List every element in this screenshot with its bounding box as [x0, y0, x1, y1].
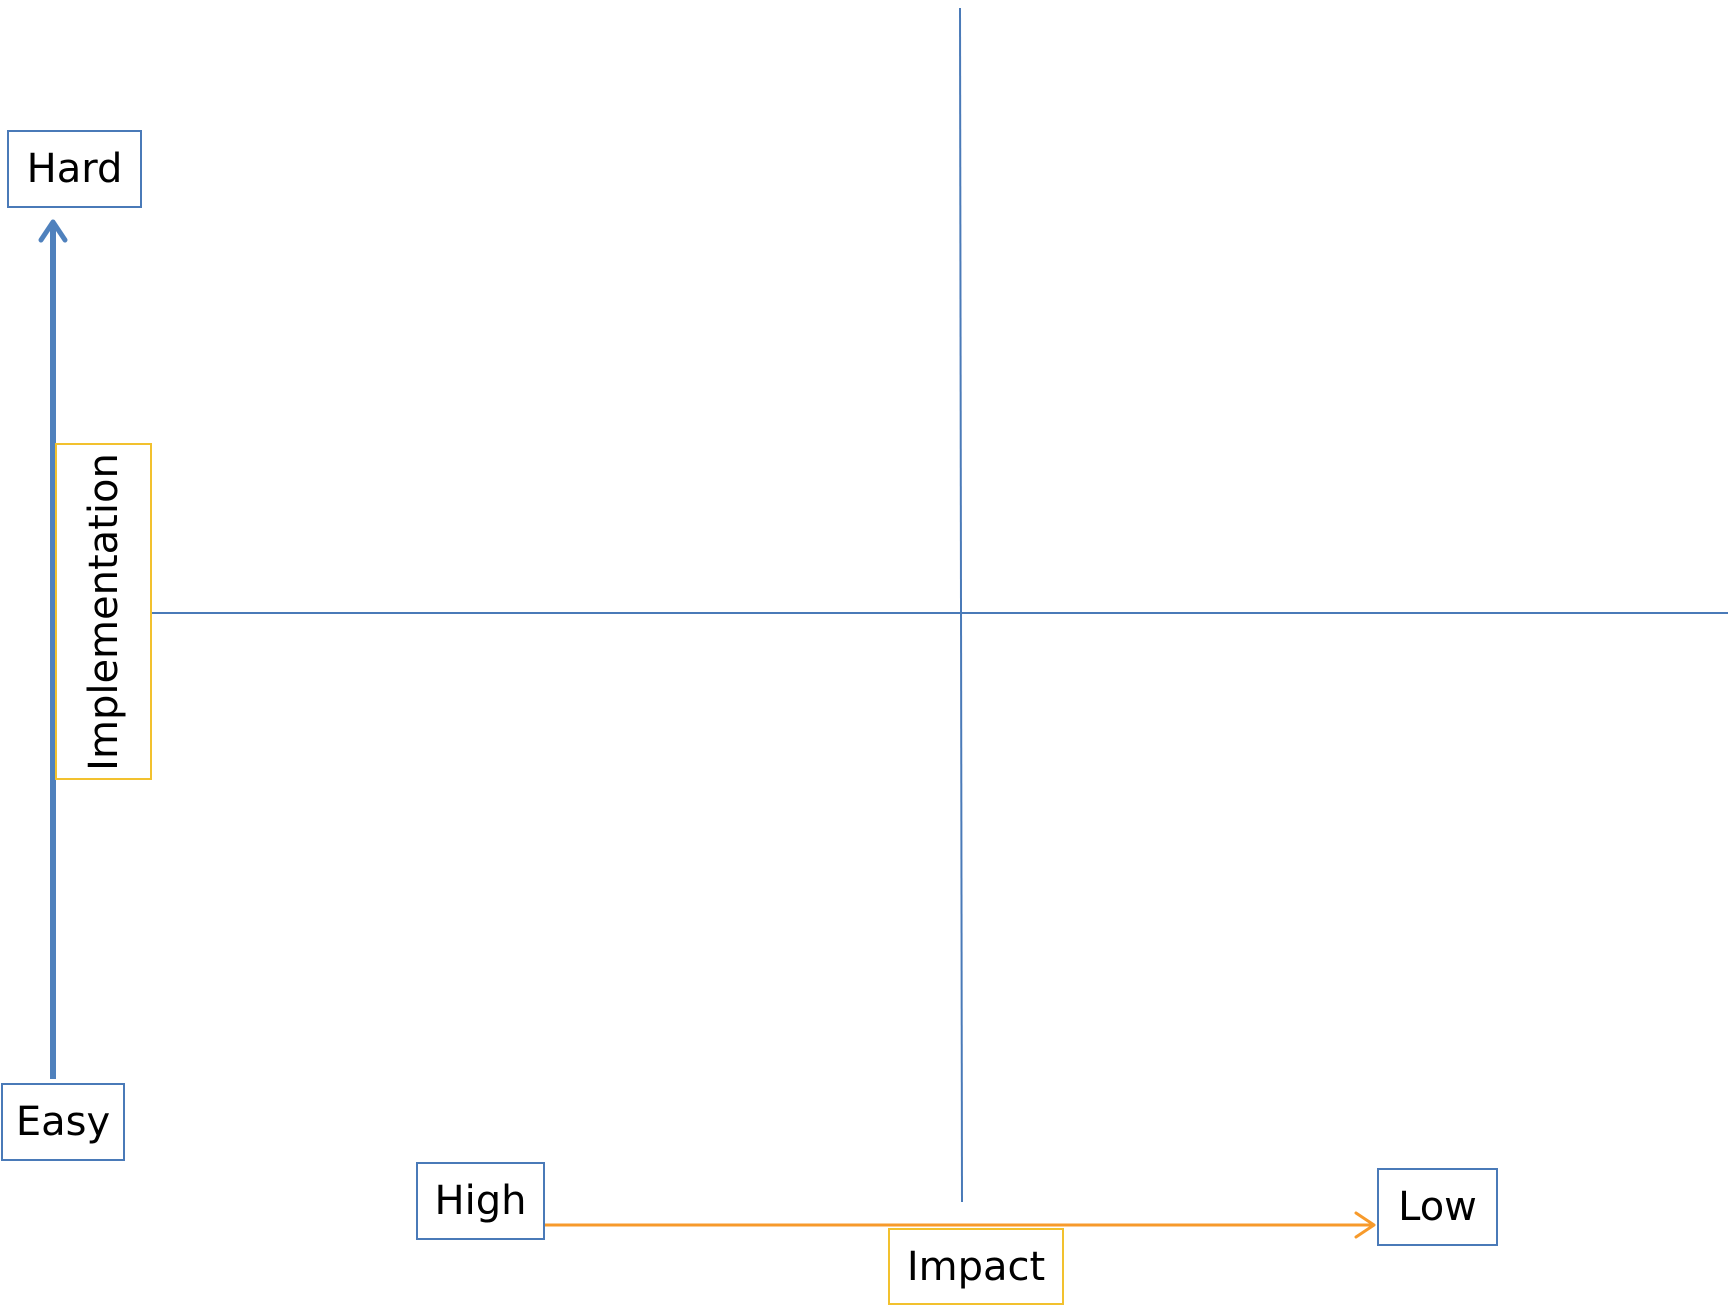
impact-arrowhead	[1354, 1211, 1376, 1239]
easy-label: Easy	[1, 1083, 125, 1161]
impact-axis-title: Impact	[888, 1228, 1064, 1305]
vertical-divider-line	[959, 7, 963, 1203]
implementation-axis-title: Implementation	[55, 443, 152, 780]
implementation-arrowhead	[38, 219, 68, 243]
hard-label: Hard	[7, 130, 142, 208]
implementation-axis-title-text: Implementation	[80, 452, 127, 771]
low-label: Low	[1377, 1168, 1498, 1246]
high-label: High	[416, 1162, 545, 1240]
